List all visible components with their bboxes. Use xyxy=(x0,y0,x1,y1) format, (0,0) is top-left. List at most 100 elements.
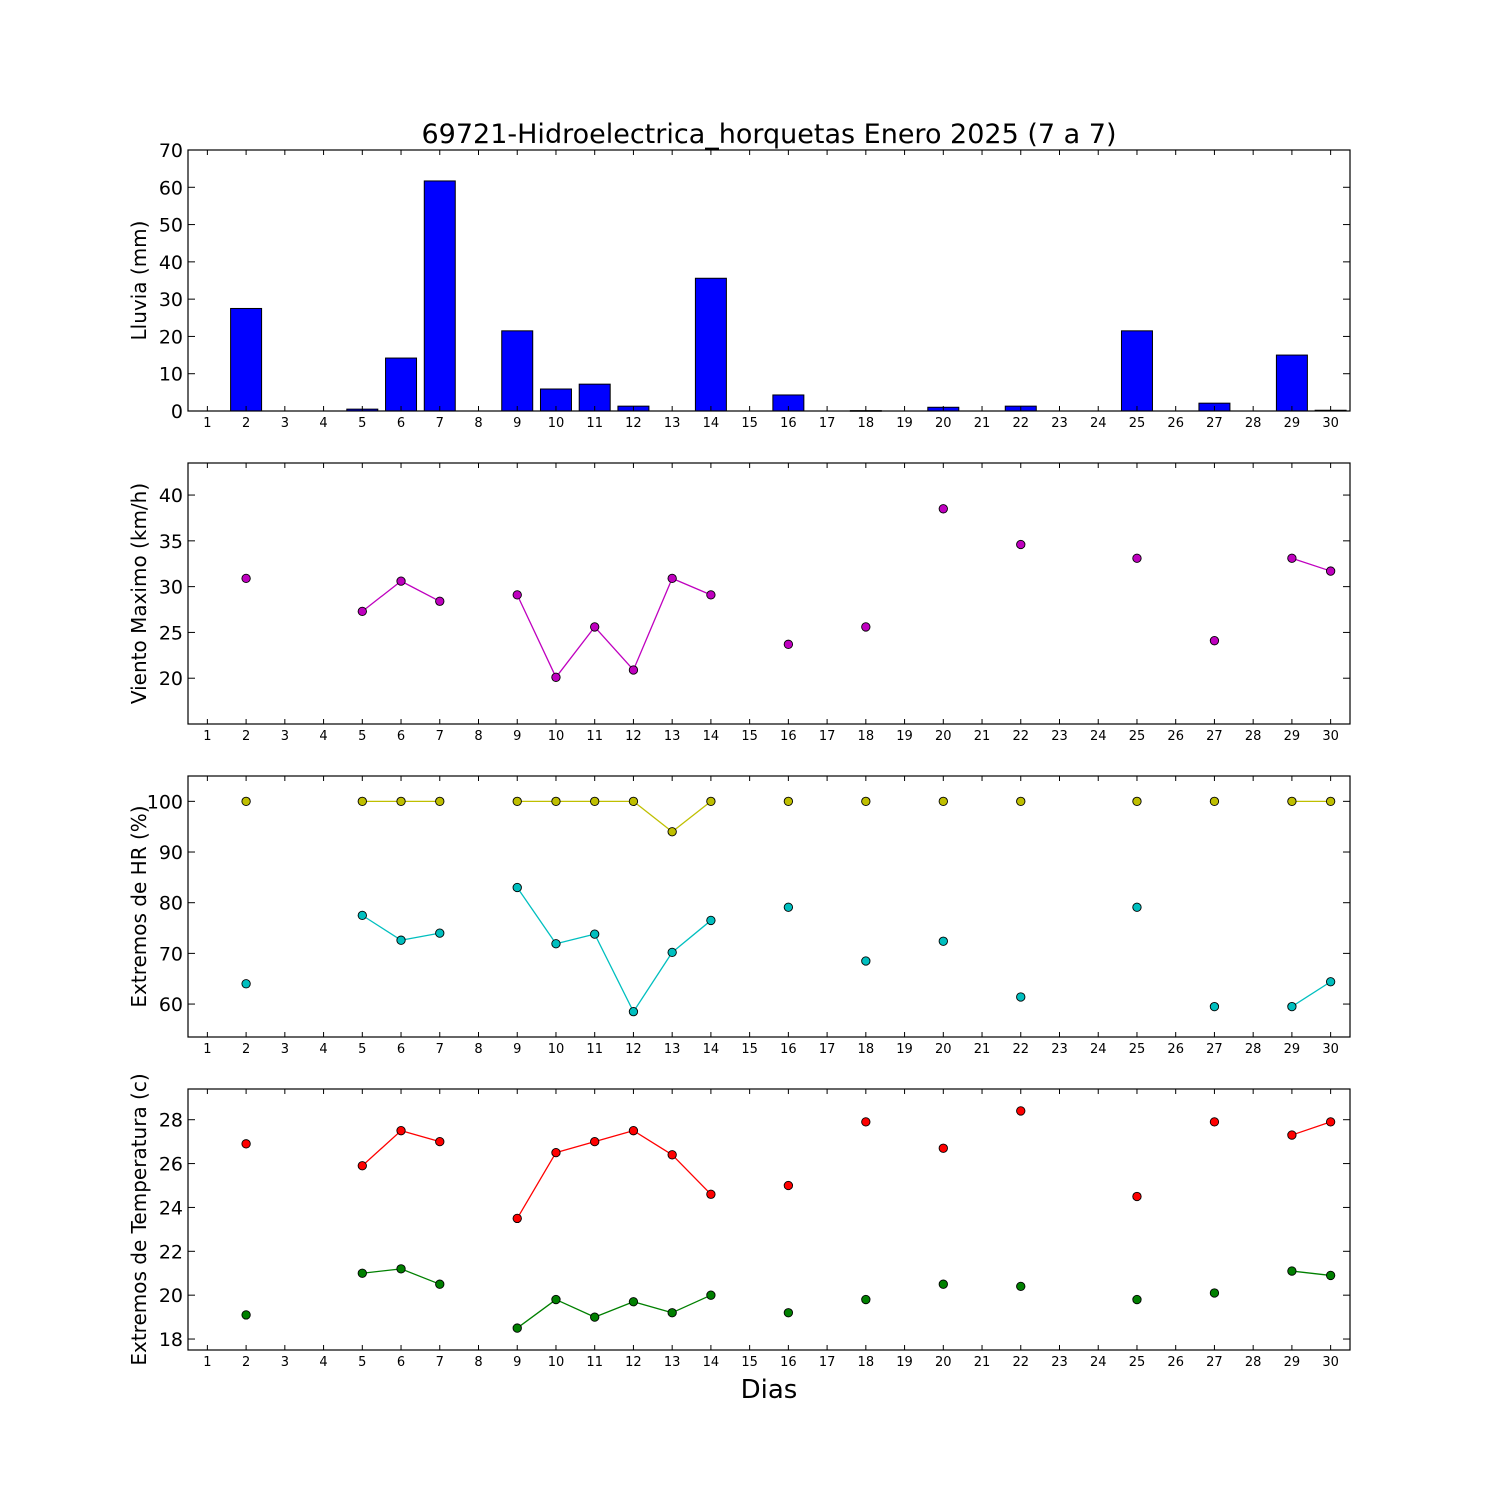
x-tick-label: 4 xyxy=(319,729,327,744)
x-tick-label: 20 xyxy=(935,1042,952,1057)
data-point-day-2 xyxy=(241,1139,251,1149)
data-point-day-27 xyxy=(1209,636,1220,646)
x-tick-label: 20 xyxy=(935,416,952,431)
x-tick-label: 27 xyxy=(1206,1042,1223,1057)
y-axis-label: Viento Maximo (km/h) xyxy=(127,483,151,704)
y-tick-label: 20 xyxy=(159,326,183,348)
x-tick-label: 9 xyxy=(513,1042,521,1057)
x-tick-label: 4 xyxy=(319,1042,327,1057)
data-point-day-22 xyxy=(1016,1281,1026,1292)
x-tick-label: 26 xyxy=(1167,1355,1184,1370)
x-tick-label: 7 xyxy=(436,1042,444,1057)
data-point-day-16 xyxy=(783,639,794,649)
x-tick-label: 8 xyxy=(474,729,482,744)
y-tick-label: 90 xyxy=(159,842,183,864)
data-point-day-6 xyxy=(396,935,406,945)
y-tick-label: 50 xyxy=(159,215,183,237)
y-tick-label: 20 xyxy=(159,1285,183,1307)
x-tick-label: 19 xyxy=(896,1355,913,1370)
line-segment xyxy=(555,1141,595,1154)
line-segment xyxy=(594,1130,634,1143)
x-tick-label: 28 xyxy=(1245,416,1262,431)
data-point-day-11 xyxy=(590,1136,600,1147)
data-point-day-16 xyxy=(783,796,794,806)
x-tick-label: 17 xyxy=(819,1355,836,1370)
data-point-day-29 xyxy=(1287,1130,1297,1140)
data-point-day-7 xyxy=(435,928,445,938)
data-point-day-18 xyxy=(861,1294,871,1305)
x-tick-label: 6 xyxy=(397,1042,405,1057)
x-tick-label: 14 xyxy=(703,1355,720,1370)
x-tick-label: 29 xyxy=(1284,1042,1301,1057)
x-tick-label: 29 xyxy=(1284,729,1301,744)
bar-day-6 xyxy=(385,357,418,412)
data-point-day-9 xyxy=(512,1323,522,1333)
data-point-day-29 xyxy=(1287,553,1297,563)
bar-day-29 xyxy=(1275,354,1308,412)
bar-day-7 xyxy=(423,180,456,412)
x-tick-label: 20 xyxy=(935,1355,952,1370)
x-tick-label: 25 xyxy=(1129,1042,1146,1057)
data-point-day-5 xyxy=(357,606,367,617)
x-tick-label: 10 xyxy=(548,1355,565,1370)
line-segment xyxy=(400,932,440,941)
line-segment xyxy=(516,887,557,945)
x-tick-label: 18 xyxy=(858,1355,875,1370)
y-tick-label: 26 xyxy=(159,1154,183,1176)
x-tick-label: 11 xyxy=(586,1355,603,1370)
data-point-day-10 xyxy=(551,796,561,806)
x-tick-label: 14 xyxy=(703,416,720,431)
x-tick-label: 13 xyxy=(664,1042,681,1057)
x-tick-label: 4 xyxy=(319,1355,327,1370)
x-tick-label: 10 xyxy=(548,416,565,431)
data-point-day-12 xyxy=(628,665,639,675)
bar-day-9 xyxy=(501,330,534,412)
y-tick-label: 80 xyxy=(159,893,183,915)
x-tick-label: 5 xyxy=(358,729,366,744)
x-tick-label: 21 xyxy=(974,416,991,431)
wind-series-0 xyxy=(241,504,1336,682)
line-segment xyxy=(632,578,673,671)
x-tick-label: 6 xyxy=(397,1355,405,1370)
data-point-day-2 xyxy=(241,796,251,806)
data-point-day-14 xyxy=(706,915,716,926)
x-tick-label: 26 xyxy=(1167,729,1184,744)
data-point-day-11 xyxy=(590,622,600,632)
y-tick-label: 40 xyxy=(159,252,183,274)
x-tick-label: 26 xyxy=(1167,1042,1184,1057)
y-tick-label: 0 xyxy=(171,401,183,423)
data-point-day-16 xyxy=(783,1308,794,1318)
data-point-day-18 xyxy=(861,796,871,806)
x-tick-label: 1 xyxy=(203,416,211,431)
x-tick-label: 28 xyxy=(1245,1042,1262,1057)
data-point-day-11 xyxy=(590,796,600,806)
data-point-day-11 xyxy=(590,1312,600,1322)
line-segment xyxy=(1291,1121,1331,1136)
data-point-day-25 xyxy=(1132,1191,1142,1202)
data-point-day-9 xyxy=(512,882,522,893)
x-tick-label: 24 xyxy=(1090,1355,1107,1370)
x-tick-label: 16 xyxy=(780,416,797,431)
line-segment xyxy=(1291,557,1331,572)
x-tick-label: 28 xyxy=(1245,729,1262,744)
plot-area-frame xyxy=(187,149,1351,412)
x-tick-label: 30 xyxy=(1322,416,1339,431)
x-tick-label: 21 xyxy=(974,729,991,744)
data-point-day-12 xyxy=(628,1126,639,1136)
line-segment xyxy=(516,1299,557,1329)
x-tick-label: 11 xyxy=(586,1042,603,1057)
x-tick-label: 16 xyxy=(780,729,797,744)
x-tick-label: 30 xyxy=(1322,1042,1339,1057)
line-segment xyxy=(633,800,673,833)
bar-day-14 xyxy=(694,277,727,412)
x-tick-label: 26 xyxy=(1167,416,1184,431)
data-point-day-9 xyxy=(512,1213,522,1224)
x-tick-label: 22 xyxy=(1012,416,1029,431)
data-point-day-10 xyxy=(551,1147,561,1158)
x-tick-label: 24 xyxy=(1090,1042,1107,1057)
line-segment xyxy=(633,1130,673,1156)
data-point-day-20 xyxy=(938,1143,948,1153)
x-axis-label: Dias xyxy=(741,1375,798,1405)
data-point-day-25 xyxy=(1132,902,1142,912)
x-tick-label: 3 xyxy=(281,1355,289,1370)
